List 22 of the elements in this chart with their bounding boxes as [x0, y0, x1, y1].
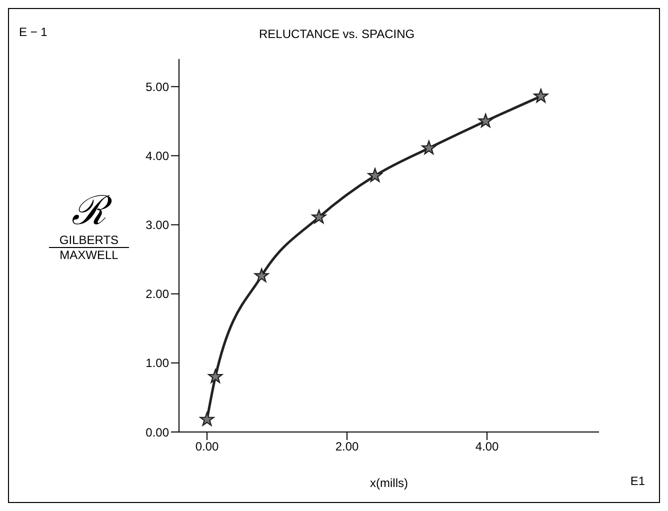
x-axis-title: x(mills): [370, 476, 408, 490]
point: [208, 369, 223, 384]
point: [368, 168, 382, 182]
point: [312, 210, 326, 224]
y-tick-label: 0.00: [146, 425, 170, 440]
point: [200, 412, 214, 426]
chart-title: RELUCTANCE vs. SPACING: [259, 27, 415, 41]
y-tick-label: 2.00: [146, 287, 170, 302]
y-tick-label: 5.00: [146, 80, 170, 94]
y-tick-label: 1.00: [146, 356, 170, 370]
y-tick-label: 4.00: [146, 148, 170, 163]
y-tick-label: 3.00: [146, 218, 170, 232]
x-tick-label: 0.00: [195, 440, 219, 454]
text: E1: [630, 474, 645, 488]
y-axis-title: ℛ GILBERTS MAXWELL: [58, 188, 120, 262]
point: [254, 268, 269, 282]
point: [534, 88, 548, 103]
text: E − 1: [19, 25, 48, 39]
point: [422, 140, 436, 154]
x-tick-label: 4.00: [475, 440, 499, 454]
x-tick-label: 2.00: [335, 440, 359, 454]
point: [478, 114, 493, 128]
